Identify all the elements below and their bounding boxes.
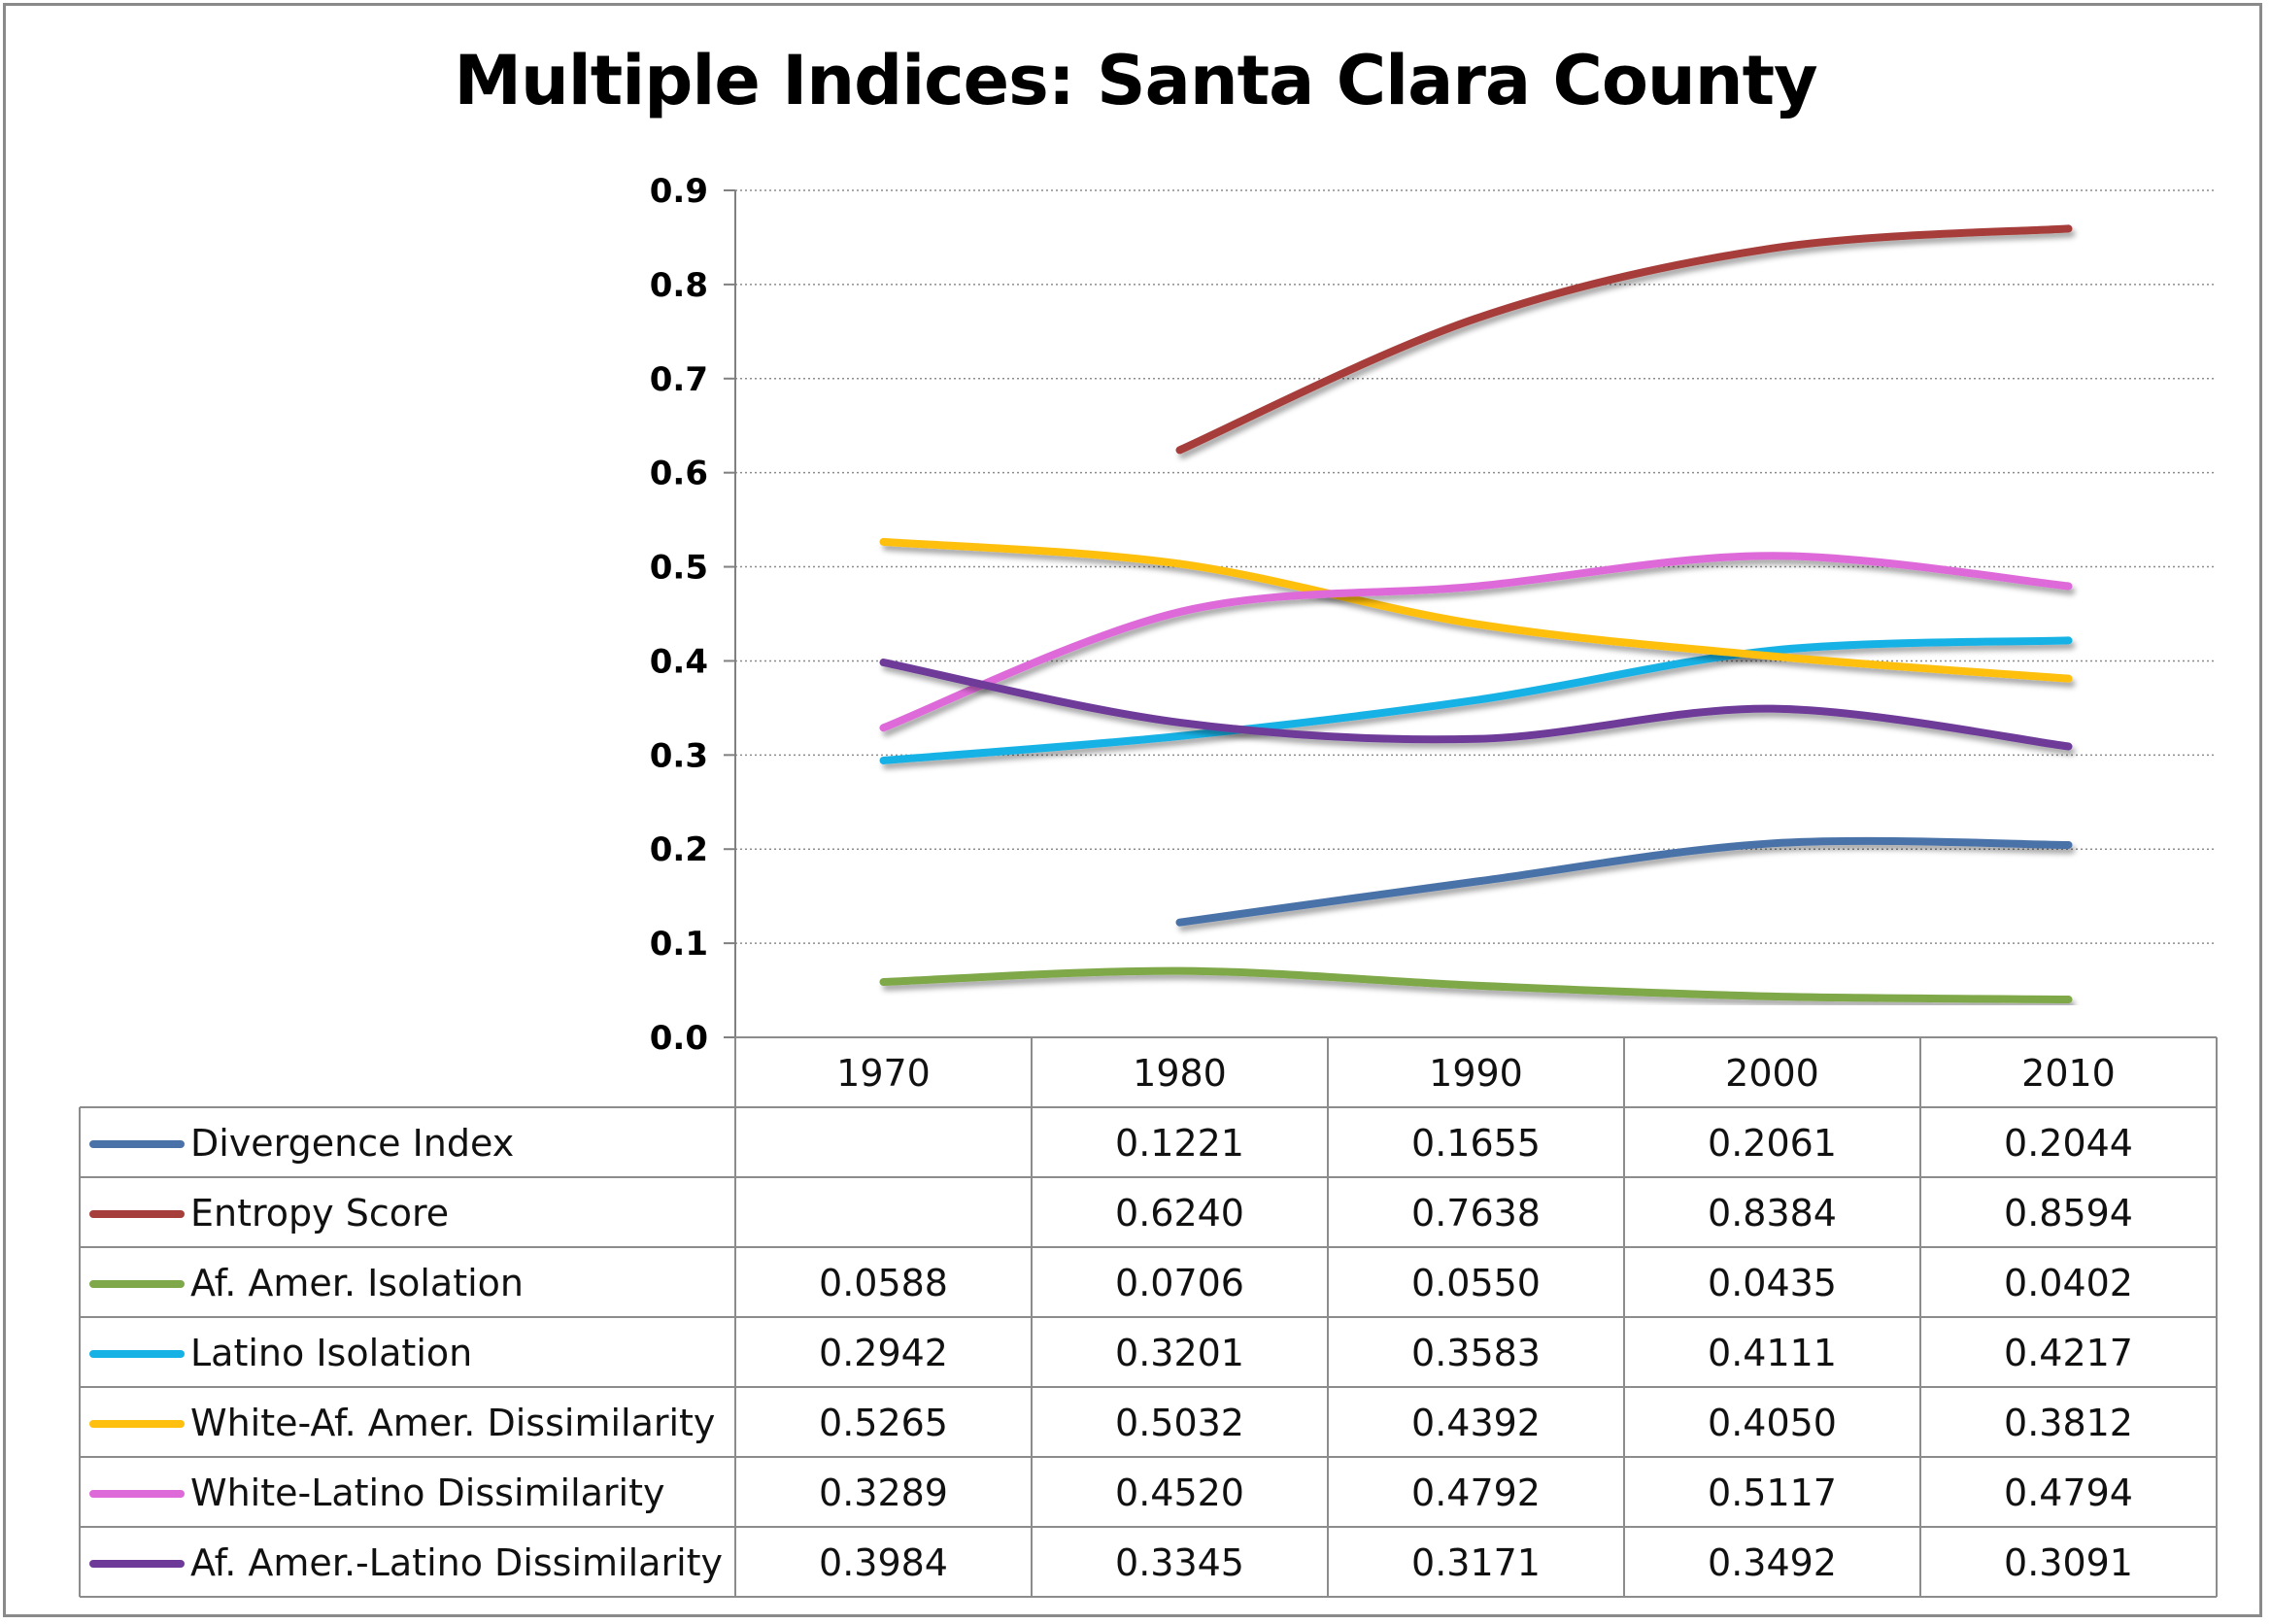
table-cell: 0.3583 bbox=[1411, 1332, 1541, 1374]
series-lines bbox=[879, 224, 2073, 1004]
legend-label: Entropy Score bbox=[190, 1192, 449, 1235]
series-line bbox=[879, 537, 2073, 683]
legend-label: Latino Isolation bbox=[190, 1332, 472, 1374]
table-cell: 0.3201 bbox=[1115, 1332, 1244, 1374]
table-cell: 0.3984 bbox=[819, 1541, 948, 1584]
table-cell: 0.1655 bbox=[1411, 1122, 1541, 1165]
y-tick-label: 0.9 bbox=[650, 172, 708, 211]
y-tick-label: 0.4 bbox=[650, 642, 708, 681]
series-line bbox=[879, 966, 2073, 1004]
table-cell: 0.1221 bbox=[1115, 1122, 1244, 1165]
table-cell: 0.4792 bbox=[1411, 1472, 1541, 1514]
y-tick-label: 0.3 bbox=[650, 736, 708, 775]
y-tick-label: 0.8 bbox=[650, 266, 708, 305]
table-cell: 0.7638 bbox=[1411, 1192, 1541, 1235]
table-cell: 0.8384 bbox=[1708, 1192, 1837, 1235]
x-category-label: 1990 bbox=[1429, 1052, 1523, 1095]
chart-title: Multiple Indices: Santa Clara County bbox=[454, 41, 1817, 120]
table-cell: 0.5117 bbox=[1708, 1472, 1837, 1514]
table-cell: 0.4392 bbox=[1411, 1402, 1541, 1444]
table-cell: 0.0435 bbox=[1708, 1262, 1837, 1304]
table-cell: 0.8594 bbox=[2004, 1192, 2133, 1235]
series-line bbox=[879, 658, 2073, 751]
table-cell: 0.4217 bbox=[2004, 1332, 2133, 1374]
x-category-label: 1980 bbox=[1133, 1052, 1227, 1095]
table-cell: 0.2044 bbox=[2004, 1122, 2133, 1165]
y-tick-label: 0.5 bbox=[650, 549, 708, 588]
table-cell: 0.4794 bbox=[2004, 1472, 2133, 1514]
table-cell: 0.0550 bbox=[1411, 1262, 1541, 1304]
x-category-label: 1970 bbox=[836, 1052, 931, 1095]
table-cell: 0.0706 bbox=[1115, 1262, 1244, 1304]
legend-label: Divergence Index bbox=[190, 1122, 514, 1165]
x-category-label: 2010 bbox=[2021, 1052, 2116, 1095]
legend-label: Af. Amer.-Latino Dissimilarity bbox=[190, 1541, 723, 1584]
y-axis: 0.0 0.1 0.2 0.3 0.4 0.5 0.6 0.7 0.8 0.9 bbox=[650, 172, 736, 1058]
chart-frame bbox=[3, 3, 2262, 1617]
series-line bbox=[1175, 224, 2073, 455]
series-line bbox=[879, 636, 2073, 764]
table-cell: 0.6240 bbox=[1115, 1192, 1244, 1235]
series-line bbox=[879, 552, 2073, 732]
y-tick-label: 0.0 bbox=[650, 1019, 708, 1058]
y-tick-label: 0.1 bbox=[650, 925, 708, 964]
data-table: 1970 1980 1990 2000 2010 Divergence Index 0.12… bbox=[79, 1036, 2218, 1598]
table-cell: 0.3091 bbox=[2004, 1541, 2133, 1584]
table-cell: 0.5265 bbox=[819, 1402, 948, 1444]
table-cell: 0.4050 bbox=[1708, 1402, 1837, 1444]
table-cell: 0.3345 bbox=[1115, 1541, 1244, 1584]
y-tick-label: 0.6 bbox=[650, 455, 708, 493]
series-line bbox=[1175, 836, 2073, 927]
y-tick-label: 0.2 bbox=[650, 830, 708, 869]
table-cell: 0.4111 bbox=[1708, 1332, 1837, 1374]
table-cell: 0.5032 bbox=[1115, 1402, 1244, 1444]
legend-label: Af. Amer. Isolation bbox=[190, 1262, 524, 1304]
legend-label: White-Latino Dissimilarity bbox=[190, 1472, 665, 1514]
table-cell: 0.3812 bbox=[2004, 1402, 2133, 1444]
table-cell: 0.3171 bbox=[1411, 1541, 1541, 1584]
gridlines bbox=[735, 189, 2217, 944]
x-category-label: 2000 bbox=[1725, 1052, 1819, 1095]
table-cell: 0.4520 bbox=[1115, 1472, 1244, 1514]
table-cell: 0.0588 bbox=[819, 1262, 948, 1304]
y-tick-label: 0.7 bbox=[650, 360, 708, 399]
table-cell: 0.2942 bbox=[819, 1332, 948, 1374]
table-cell: 0.2061 bbox=[1708, 1122, 1837, 1165]
table-cell: 0.3289 bbox=[819, 1472, 948, 1514]
table-cell: 0.0402 bbox=[2004, 1262, 2133, 1304]
table-cell: 0.3492 bbox=[1708, 1541, 1837, 1584]
legend-label: White-Af. Amer. Dissimilarity bbox=[190, 1402, 715, 1444]
